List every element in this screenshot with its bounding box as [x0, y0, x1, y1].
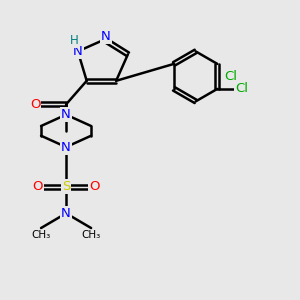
- Text: O: O: [30, 98, 40, 111]
- Text: N: N: [61, 141, 71, 154]
- Text: N: N: [101, 30, 111, 43]
- Text: N: N: [61, 207, 71, 220]
- Text: S: S: [62, 180, 70, 193]
- Text: CH₃: CH₃: [82, 230, 101, 239]
- Text: O: O: [89, 180, 100, 193]
- Text: CH₃: CH₃: [32, 230, 51, 239]
- Text: N: N: [73, 45, 83, 58]
- Text: Cl: Cl: [224, 70, 237, 83]
- Text: O: O: [32, 180, 43, 193]
- Text: Cl: Cl: [235, 82, 248, 95]
- Text: H: H: [70, 34, 79, 47]
- Text: N: N: [61, 108, 71, 121]
